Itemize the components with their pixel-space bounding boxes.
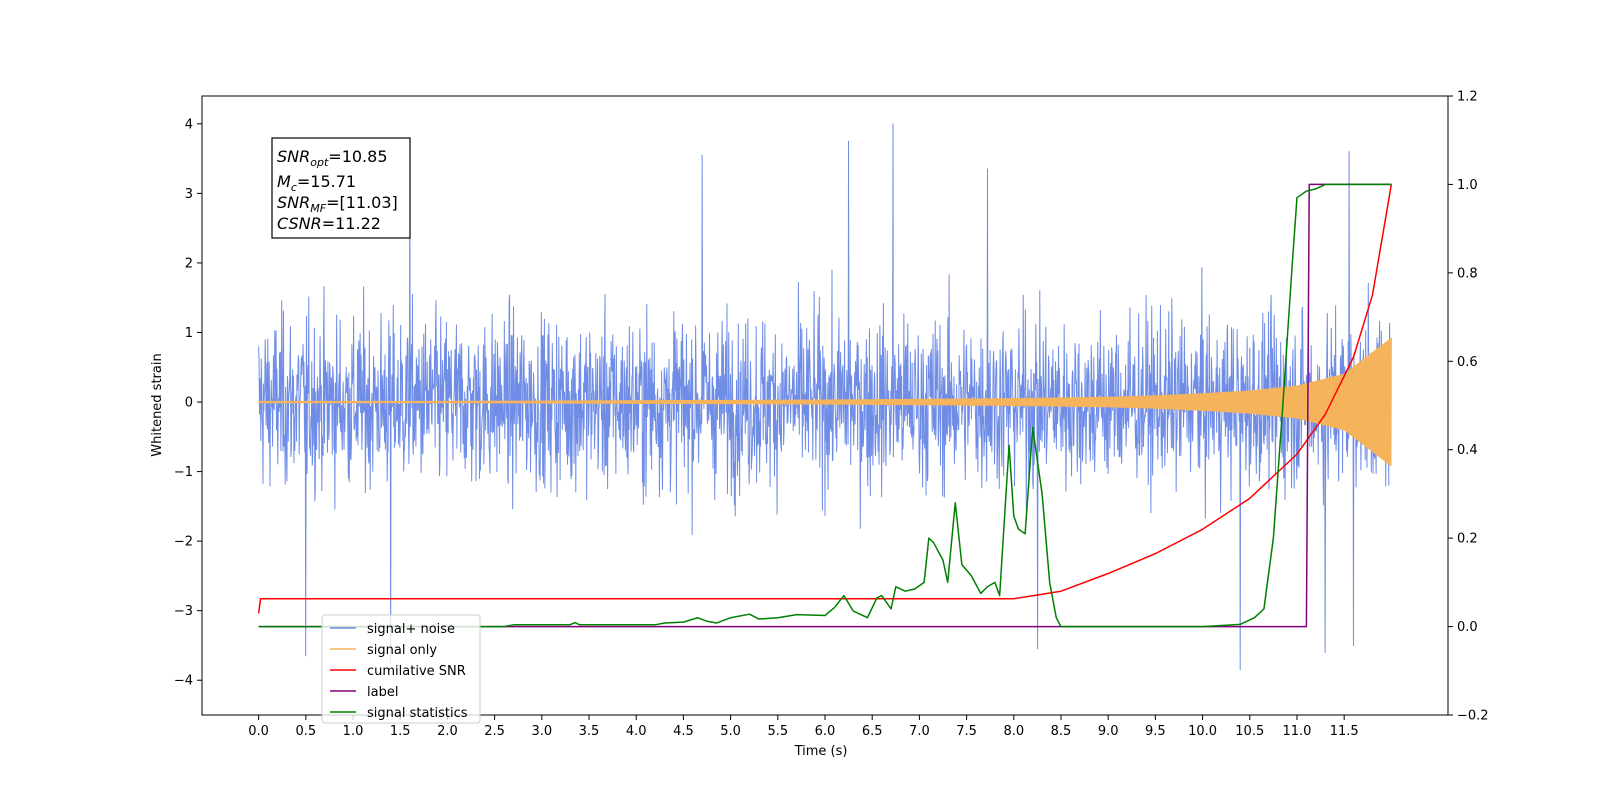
- y-right-tick-label: 1.0: [1457, 178, 1478, 193]
- legend-box: [321, 614, 481, 724]
- legend-label: signal statistics: [367, 706, 468, 721]
- y-left-tick-label: −1: [174, 465, 193, 480]
- csnr-text: CSNR=11.22: [277, 214, 381, 233]
- legend-label: cumilative SNR: [367, 664, 466, 679]
- y-right-tick-label: −0.2: [1457, 709, 1489, 724]
- x-tick-label: 4.0: [626, 724, 647, 739]
- x-tick-label: 1.5: [390, 724, 411, 739]
- x-axis: 0.0 0.5 1.0 1.5 2.0 2.5 3.0 3.5 4.0 4.5 5.0 5.5 6.0 6…: [248, 715, 1359, 739]
- series-cumilative-snr-line: [257, 184, 1393, 614]
- y-axis-label: Whitened strain: [150, 353, 165, 456]
- x-tick-label: 7.0: [909, 724, 930, 739]
- mc-text: Mc=15.71: [277, 172, 356, 194]
- x-tick-label: 5.0: [720, 724, 741, 739]
- y-axis-left: 4 3 2 1 0 −1 −2 −3 −4: [174, 117, 202, 689]
- info-box: [271, 137, 411, 239]
- y-left-tick-label: 3: [185, 187, 193, 202]
- x-tick-label: 1.0: [343, 724, 364, 739]
- x-tick-label: 0.5: [295, 724, 316, 739]
- y-right-tick-label: 0.2: [1457, 532, 1478, 547]
- x-tick-label: 9.5: [1145, 724, 1166, 739]
- x-tick-label: 2.0: [437, 724, 458, 739]
- x-tick-label: 4.5: [673, 724, 694, 739]
- x-tick-label: 5.5: [767, 724, 788, 739]
- x-tick-label: 6.5: [862, 724, 883, 739]
- x-tick-label: 6.0: [815, 724, 836, 739]
- y-left-tick-label: −4: [174, 674, 193, 689]
- legend: signal+ noise signal only cumilative SNR la…: [321, 614, 481, 724]
- x-tick-label: 8.5: [1051, 724, 1072, 739]
- y-left-tick-label: −2: [174, 535, 193, 550]
- y-right-tick-label: 0.4: [1457, 443, 1478, 458]
- x-tick-label: 9.0: [1098, 724, 1119, 739]
- x-tick-label: 3.0: [531, 724, 552, 739]
- series-signal-only-line: [258, 338, 1392, 467]
- x-tick-label: 2.5: [484, 724, 505, 739]
- info-annotation: SNRopt=10.85 Mc=15.71 SNRMF=[11.03] CSNR…: [271, 137, 411, 239]
- x-tick-label: 10.0: [1188, 724, 1217, 739]
- y-right-tick-label: 0.0: [1457, 620, 1478, 635]
- y-left-tick-label: 0: [185, 396, 193, 411]
- snr-mf-text: SNRMF=[11.03]: [277, 193, 398, 215]
- legend-label: label: [367, 685, 398, 700]
- x-tick-label: 11.0: [1282, 724, 1311, 739]
- x-tick-label: 11.5: [1330, 724, 1359, 739]
- y-left-tick-label: 1: [185, 326, 193, 341]
- x-tick-label: 3.5: [579, 724, 600, 739]
- y-left-tick-label: 2: [185, 256, 193, 271]
- x-tick-label: 0.0: [248, 724, 269, 739]
- series-signal-statistics-line: [258, 183, 1392, 628]
- y-right-tick-label: 1.2: [1457, 90, 1478, 105]
- y-left-tick-label: −3: [174, 604, 193, 619]
- x-axis-label: Time (s): [794, 744, 848, 759]
- x-tick-label: 7.5: [956, 724, 977, 739]
- x-tick-label: 8.0: [1003, 724, 1024, 739]
- y-left-tick-label: 4: [185, 117, 193, 132]
- y-right-tick-label: 0.6: [1457, 355, 1478, 370]
- series-layer: [257, 123, 1393, 671]
- y-axis-right: 1.2 1.0 0.8 0.6 0.4 0.2 0.0 −0.2: [1448, 90, 1489, 724]
- x-tick-label: 10.5: [1235, 724, 1264, 739]
- legend-label: signal+ noise: [367, 622, 455, 637]
- legend-label: signal only: [367, 643, 437, 658]
- snr-opt-text: SNRopt=10.85: [277, 147, 388, 169]
- y-right-tick-label: 0.8: [1457, 266, 1478, 281]
